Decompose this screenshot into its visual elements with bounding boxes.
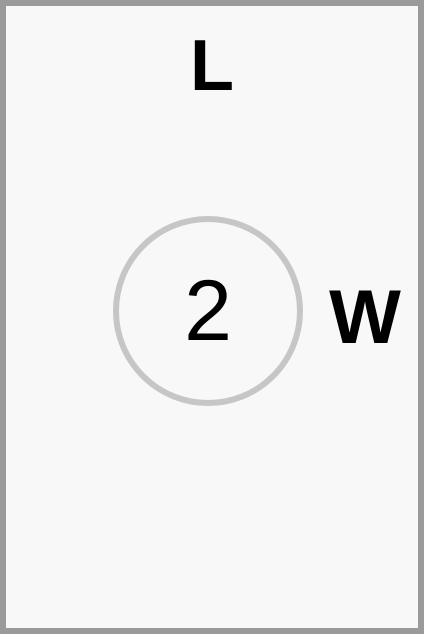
circle-indicator[interactable]: 2 bbox=[113, 216, 303, 406]
top-label: L bbox=[190, 26, 234, 106]
circle-value: 2 bbox=[184, 263, 232, 359]
right-label: W bbox=[329, 275, 401, 360]
